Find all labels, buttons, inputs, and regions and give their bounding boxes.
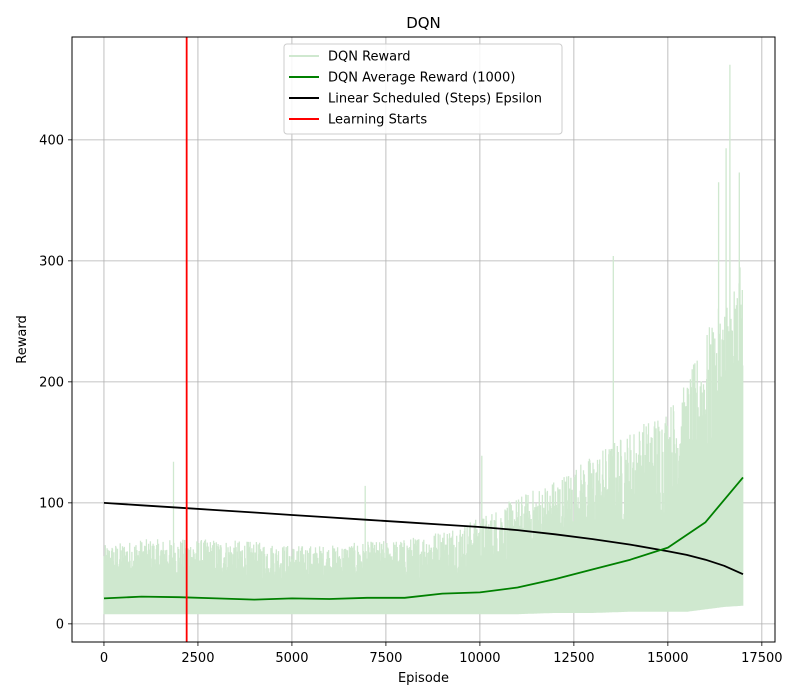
line-series-group <box>103 37 744 642</box>
chart-title: DQN <box>406 14 441 32</box>
x-tick-label: 5000 <box>275 651 308 666</box>
average-reward-line <box>103 476 744 601</box>
x-tick-label: 2500 <box>181 651 214 666</box>
legend-label: DQN Reward <box>328 50 411 65</box>
legend-label: DQN Average Reward (1000) <box>328 71 515 86</box>
dqn-reward-series <box>103 64 744 615</box>
y-tick-label: 200 <box>39 375 64 390</box>
reward-series-group <box>103 64 744 615</box>
legend-box <box>283 43 563 135</box>
y-tick-label: 400 <box>39 133 64 148</box>
plot-frame <box>71 36 776 643</box>
y-tick-label: 0 <box>56 617 64 632</box>
x-tick-label: 12500 <box>553 651 594 666</box>
x-tick-label: 10000 <box>459 651 500 666</box>
legend: DQN Reward DQN Average Reward (1000) Linea… <box>283 43 563 135</box>
x-axis-label: Episode <box>398 671 449 686</box>
y-tick-label: 300 <box>39 254 64 269</box>
epsilon-line <box>103 502 744 576</box>
x-tick-label: 17500 <box>741 651 782 666</box>
x-tick-label: 0 <box>100 651 108 666</box>
y-tick-label: 100 <box>39 496 64 511</box>
axis-ticks: 0 2500 5000 7500 10000 12500 15000 17500 0 100 200… <box>39 133 782 666</box>
legend-label: Learning Starts <box>328 113 427 128</box>
legend-label: Linear Scheduled (Steps) Epsilon <box>328 92 542 107</box>
x-tick-label: 15000 <box>647 651 688 666</box>
y-axis-label: Reward <box>15 315 30 363</box>
x-tick-label: 7500 <box>369 651 402 666</box>
